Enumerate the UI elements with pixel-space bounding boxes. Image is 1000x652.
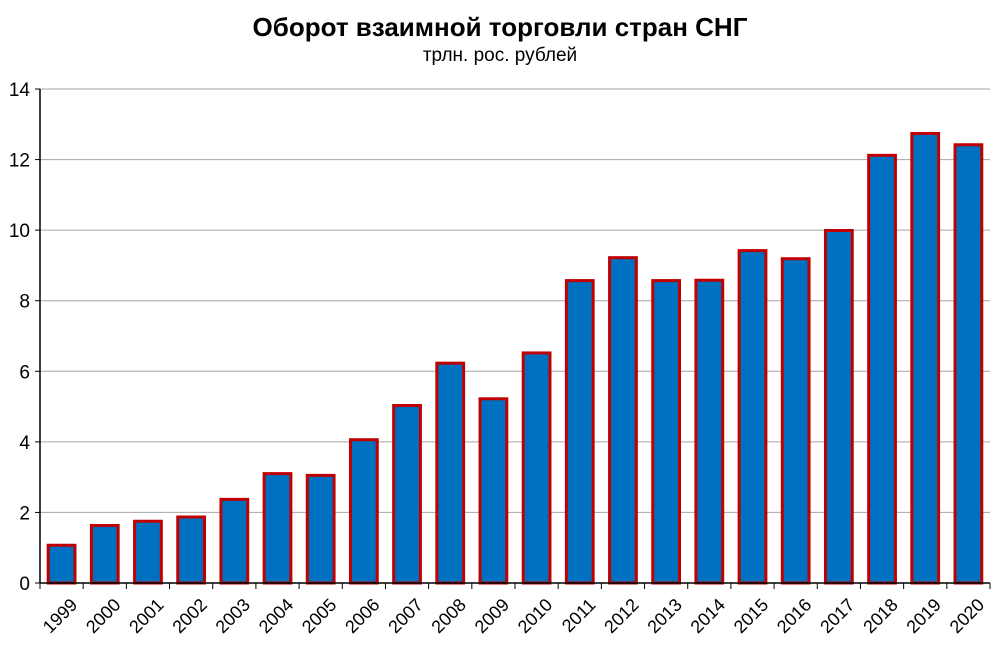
bar-2015 [737, 249, 768, 585]
y-tick-label: 2 [19, 503, 30, 524]
y-tick-label: 4 [19, 433, 30, 454]
bar-2018 [867, 153, 897, 585]
x-tick-label: 2020 [946, 595, 988, 637]
bar-2008 [435, 361, 466, 585]
y-tick-label: 12 [9, 151, 30, 172]
x-tick-label: 2000 [82, 595, 124, 637]
y-tick-label: 14 [9, 80, 31, 101]
x-tick-label: 1999 [39, 595, 81, 637]
bar-2005 [305, 473, 336, 585]
x-tick-label: 2017 [816, 595, 858, 637]
x-tick-label: 2016 [773, 595, 815, 637]
x-tick-label: 2002 [168, 595, 210, 637]
bar-2014 [694, 278, 725, 585]
x-tick-label: 2012 [600, 595, 642, 637]
chart-title: Оборот взаимной торговли стран СНГ [252, 12, 748, 42]
bar-2012 [608, 256, 638, 585]
bar-2009 [478, 397, 509, 585]
x-tick-label: 2014 [687, 595, 729, 637]
x-tick-label: 2010 [514, 595, 556, 637]
bar-2010 [521, 351, 552, 585]
y-tick-labels: 0 2 4 6 8 10 12 14 [9, 80, 31, 595]
chart-subtitle: трлн. рос. рублей [422, 45, 578, 66]
x-tick-label: 2013 [643, 595, 685, 637]
bar-2003 [219, 497, 250, 585]
bar-2006 [348, 438, 379, 585]
x-tick-label: 2009 [471, 595, 513, 637]
bar-2011 [564, 279, 595, 585]
axes [35, 88, 991, 589]
bar-2001 [133, 519, 163, 585]
y-tick-label: 6 [19, 362, 30, 383]
bar-2007 [392, 404, 422, 585]
x-tick-label: 2003 [212, 595, 254, 637]
y-tick-label: 10 [9, 221, 30, 242]
bars [46, 131, 984, 585]
x-tick-label: 2005 [298, 595, 340, 637]
x-tick-label: 2015 [730, 595, 772, 637]
x-tick-label: 2011 [558, 595, 600, 637]
x-tick-label: 2008 [428, 595, 470, 637]
bar-2000 [89, 523, 120, 585]
bar-2004 [262, 472, 293, 585]
bar-2002 [176, 515, 207, 585]
x-tick-label: 2019 [903, 595, 945, 637]
x-tick-label: 2018 [859, 595, 901, 637]
x-tick-label: 2006 [341, 595, 383, 637]
y-tick-label: 0 [19, 574, 30, 595]
x-tick-label: 2001 [125, 595, 167, 637]
bar-1999 [46, 543, 77, 585]
bar-2017 [823, 228, 854, 585]
y-tick-label: 8 [19, 292, 30, 313]
bar-2020 [953, 143, 984, 585]
x-tick-label: 2007 [384, 595, 426, 637]
bar-2013 [651, 279, 682, 585]
x-tick-label: 2004 [255, 595, 297, 637]
bar-2019 [910, 131, 941, 585]
bar-2016 [780, 257, 811, 585]
x-tick-labels: 1999 2000 2001 2002 2003 2004 2005 2006 2007 2008… [39, 595, 988, 637]
